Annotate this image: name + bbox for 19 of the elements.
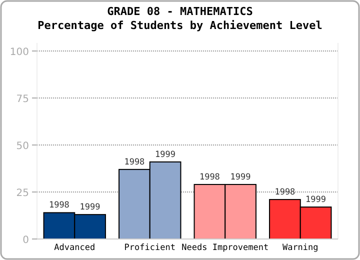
text: 1999 — [306, 195, 326, 206]
text: 1999 — [155, 150, 176, 160]
chart-title: GRADE 08 - MATHEMATICS — [107, 5, 253, 18]
x-tick-label: Warning — [282, 243, 318, 253]
y-tick-label: 75 — [16, 94, 29, 105]
text: 1998 — [199, 172, 220, 182]
chart-subtitle: Percentage of Students by Achievement Level — [38, 19, 322, 32]
series-label: 1998 — [48, 200, 70, 211]
text: 1998 — [274, 188, 296, 198]
x-tick-label: Needs Improvement — [182, 243, 269, 253]
x-tick-label: Advanced — [54, 243, 96, 253]
text: 1999 — [230, 172, 251, 182]
y-tick-label: 25 — [16, 188, 29, 199]
y-tick-label: 0 — [22, 235, 29, 246]
series-label: 1999 — [80, 202, 100, 213]
y-tick-label: 50 — [16, 141, 29, 152]
y-tick-label: 100 — [10, 47, 29, 58]
x-tick-label: Proficient — [124, 243, 176, 253]
text: 1998 — [124, 157, 145, 168]
